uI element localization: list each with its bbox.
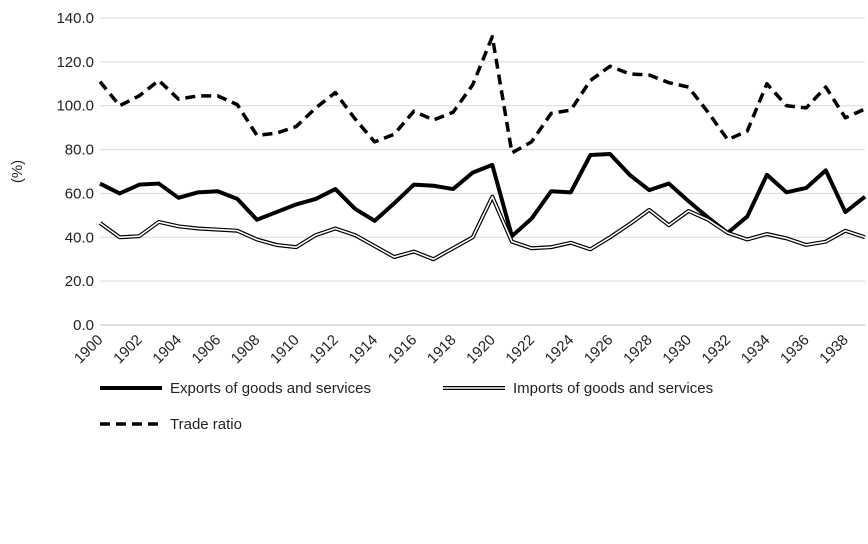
x-tick-label: 1936 xyxy=(777,332,813,368)
y-tick-label: 80.0 xyxy=(65,142,94,159)
y-axis-title: (%) xyxy=(9,160,26,183)
series-lines xyxy=(98,34,867,262)
legend: Exports of goods and services Imports of … xyxy=(100,380,713,433)
legend-label: Exports of goods and services xyxy=(170,380,371,397)
x-tick-label: 1920 xyxy=(463,332,499,368)
x-tick-label: 1906 xyxy=(189,332,225,368)
y-tick-label: 120.0 xyxy=(56,54,94,71)
x-tick-label: 1908 xyxy=(228,332,264,368)
x-tick-label: 1934 xyxy=(738,332,774,368)
x-tick-label: 1912 xyxy=(306,332,342,368)
x-tick-label: 1902 xyxy=(110,332,146,368)
x-tick-label: 1930 xyxy=(659,332,695,368)
exports-series-line xyxy=(99,151,867,239)
y-tick-label: 140.0 xyxy=(56,10,94,27)
imports-series-line-inner xyxy=(99,195,866,261)
legend-item-exports: Exports of goods and services xyxy=(100,380,371,397)
x-tick-label: 1928 xyxy=(620,332,656,368)
imports-series-line xyxy=(98,194,866,262)
y-tick-label: 20.0 xyxy=(65,273,94,290)
x-tick-label: 1900 xyxy=(71,332,107,368)
x-tick-label: 1926 xyxy=(581,332,617,368)
x-tick-label: 1918 xyxy=(424,332,460,368)
legend-label: Trade ratio xyxy=(170,416,242,433)
y-tick-label: 100.0 xyxy=(56,98,94,115)
y-axis-tick-labels: 0.0 20.0 40.0 60.0 80.0 100.0 120.0 140.0 xyxy=(56,10,94,334)
legend-item-imports: Imports of goods and services xyxy=(443,380,713,397)
x-tick-label: 1924 xyxy=(542,332,578,368)
x-tick-label: 1922 xyxy=(502,332,538,368)
x-tick-label: 1938 xyxy=(816,332,852,368)
x-axis-tick-labels: 1900 1902 1904 1906 1908 1910 1912 1914 1916 1918… xyxy=(71,332,852,368)
legend-item-trade-ratio: Trade ratio xyxy=(100,416,242,433)
trade-ratio-series-line xyxy=(98,34,866,155)
y-tick-label: 60.0 xyxy=(65,185,94,202)
x-tick-label: 1932 xyxy=(699,332,735,368)
x-tick-label: 1916 xyxy=(385,332,421,368)
x-tick-label: 1904 xyxy=(149,332,185,368)
legend-label: Imports of goods and services xyxy=(513,380,713,397)
y-tick-label: 0.0 xyxy=(73,317,94,334)
y-tick-label: 40.0 xyxy=(65,229,94,246)
x-tick-label: 1910 xyxy=(267,332,303,368)
x-tick-label: 1914 xyxy=(346,332,382,368)
